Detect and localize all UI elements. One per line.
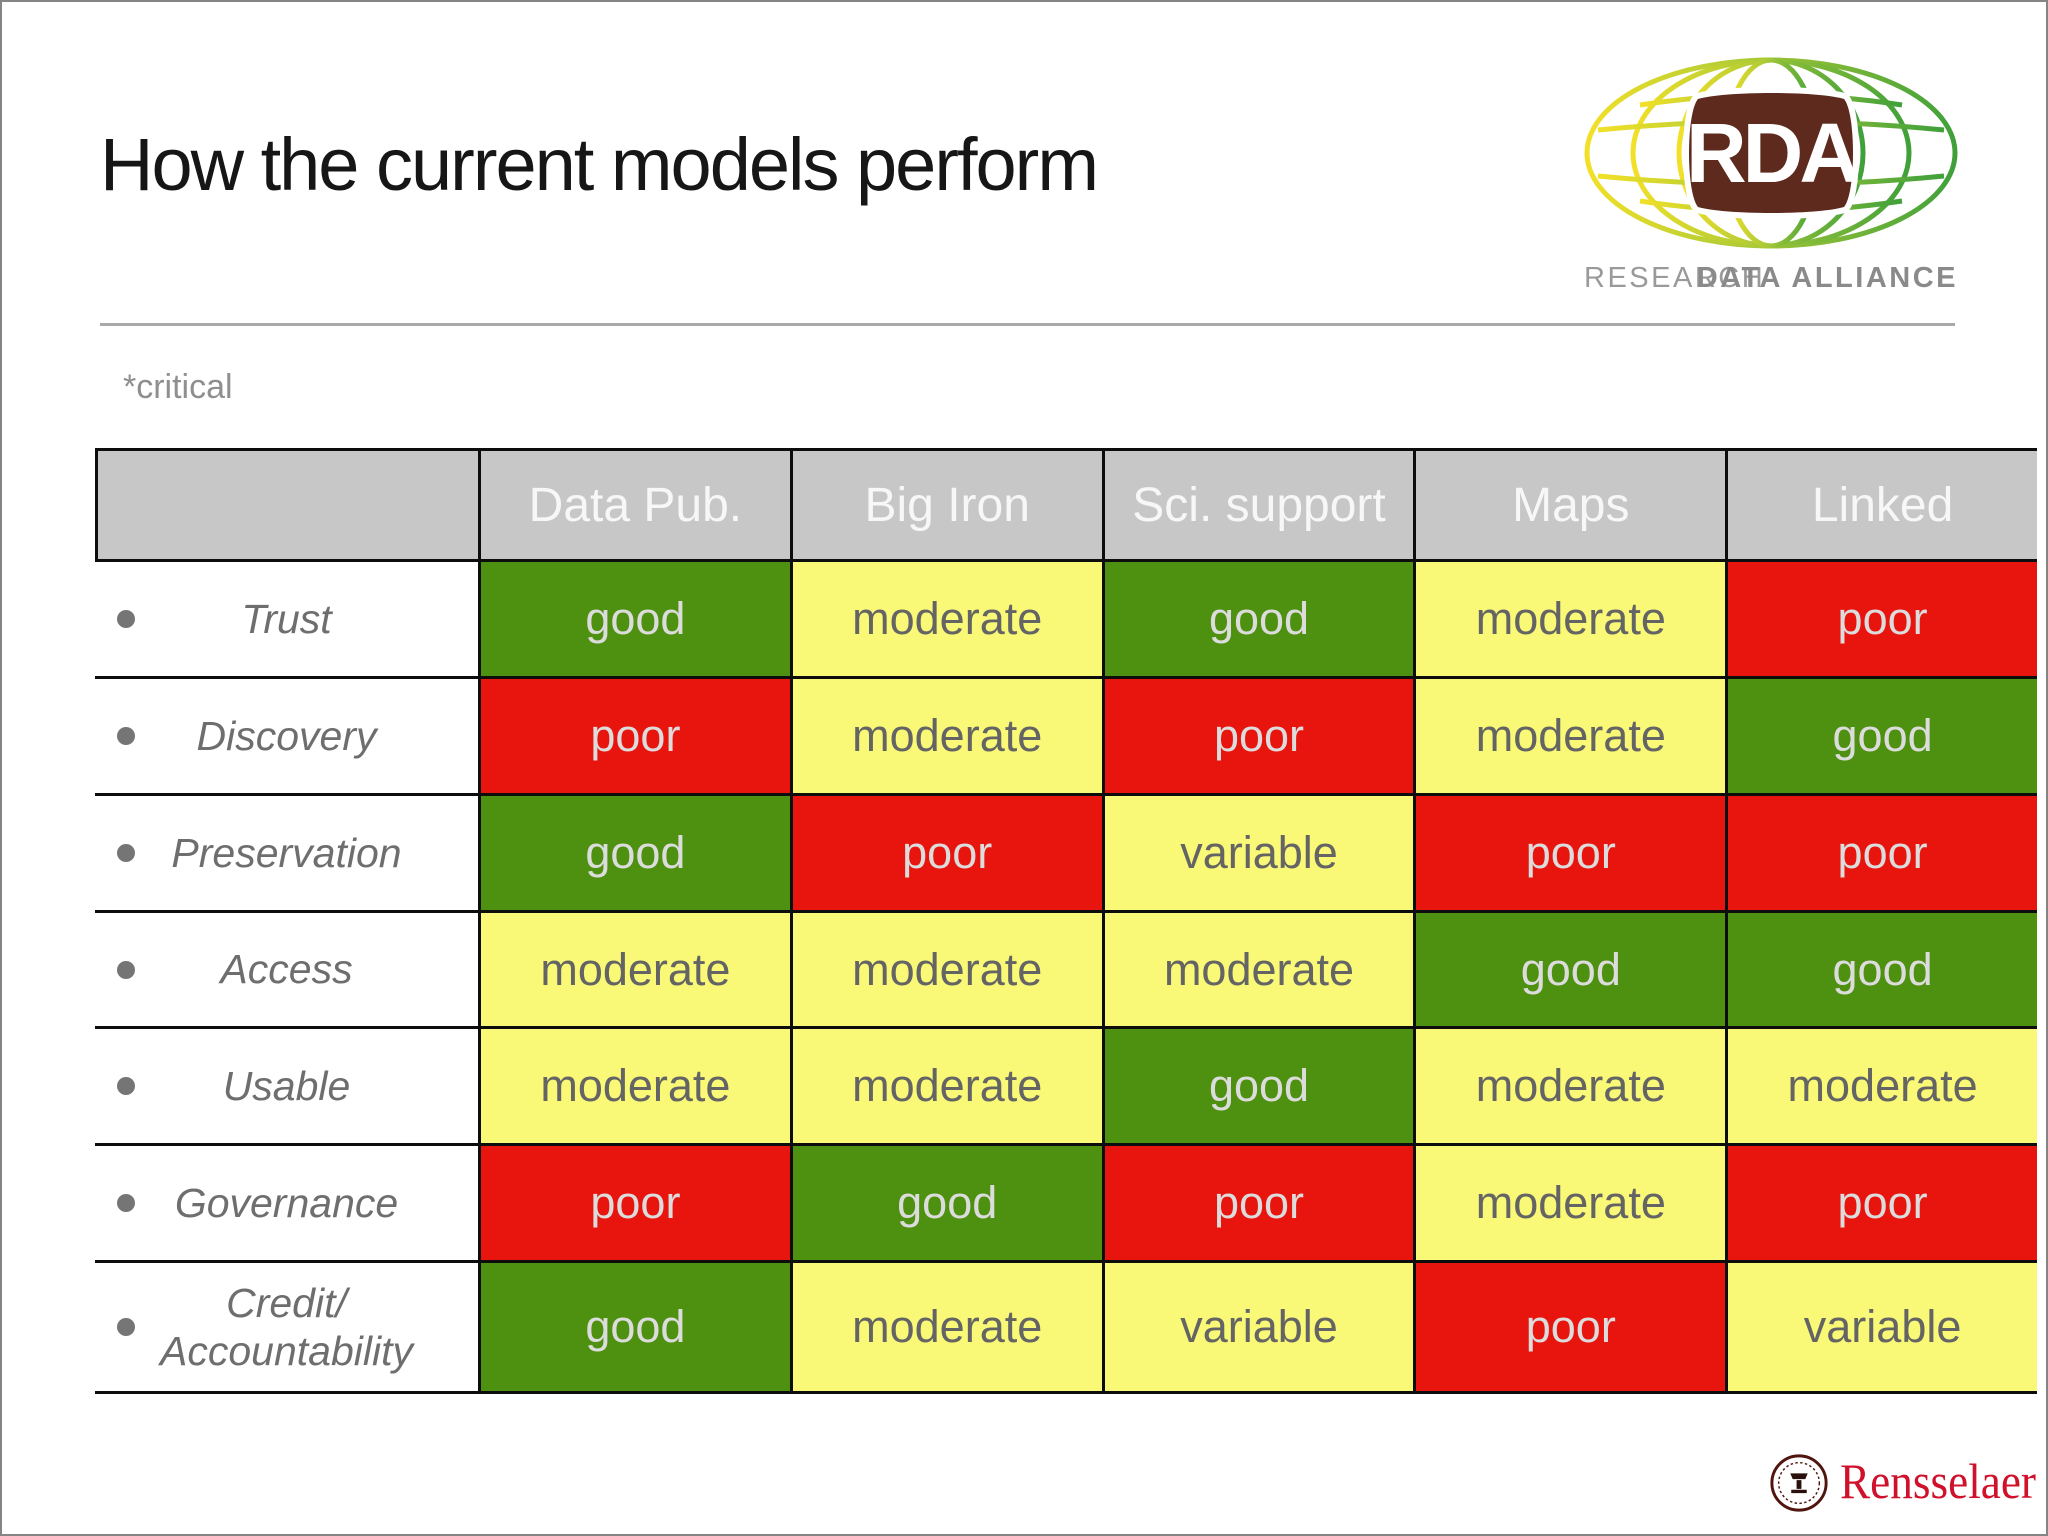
table-corner-cell: [95, 451, 478, 559]
rda-acronym: RDA: [1686, 106, 1858, 200]
criterion-label: Usable: [222, 1062, 351, 1109]
rating-cell: good: [478, 1260, 790, 1391]
rensselaer-logo: Rensselaer: [1768, 1452, 2040, 1514]
rating-cell: poor: [1725, 559, 2037, 676]
title-divider: [100, 323, 1955, 326]
bullet-icon: [117, 1077, 135, 1095]
rating-cell: good: [1413, 910, 1726, 1026]
rating-cell: moderate: [1413, 1143, 1726, 1260]
rating-cell: poor: [1413, 793, 1726, 910]
page-title: How the current models perform: [100, 123, 1099, 206]
rating-cell: variable: [1101, 793, 1414, 910]
criterion-cell: Credit/ Accountability: [95, 1260, 478, 1391]
rating-cell: poor: [1101, 1143, 1414, 1260]
rda-caption-research: RESEARCH: [1584, 262, 1765, 294]
criterion-cell: Governance: [95, 1143, 478, 1260]
criterion-label: Discovery: [196, 712, 377, 759]
header-cell: Maps: [1413, 451, 1726, 559]
rda-logo: RDA RESEARCH DATA ALLIANCE: [1584, 57, 1958, 294]
bullet-icon: [117, 610, 135, 628]
rating-cell: moderate: [789, 559, 1102, 676]
performance-table: Data Pub. Big Iron Sci. support Maps Linked T…: [95, 448, 2037, 1394]
header-cell: Data Pub.: [478, 451, 790, 559]
criterion-cell: Access: [95, 910, 478, 1026]
rating-cell: moderate: [1101, 910, 1414, 1026]
bullet-icon: [117, 960, 135, 979]
criterion-label: Trust: [241, 595, 332, 642]
criterion-cell: Usable: [95, 1026, 478, 1143]
rating-cell: poor: [1413, 1260, 1726, 1391]
criterion-cell: Trust: [95, 559, 478, 676]
rating-cell: moderate: [478, 1026, 790, 1143]
rating-cell: good: [1101, 1026, 1414, 1143]
rating-cell: poor: [478, 676, 790, 793]
rating-cell: variable: [1725, 1260, 2037, 1391]
rating-cell: poor: [789, 793, 1102, 910]
rating-cell: poor: [1101, 676, 1414, 793]
rensselaer-seal-icon: [1770, 1454, 1828, 1512]
bullet-icon: [117, 727, 135, 745]
svg-text:Rensselaer: Rensselaer: [1840, 1453, 2036, 1509]
rating-cell: good: [789, 1143, 1102, 1260]
rating-cell: moderate: [789, 910, 1102, 1026]
header-cell: Linked: [1725, 451, 2037, 559]
header-cell: Big Iron: [789, 451, 1102, 559]
rating-cell: good: [478, 793, 790, 910]
criterion-label: Preservation: [171, 829, 402, 876]
rating-cell: good: [1725, 910, 2037, 1026]
rating-cell: poor: [1725, 793, 2037, 910]
rating-cell: moderate: [478, 910, 790, 1026]
rating-cell: poor: [478, 1143, 790, 1260]
rating-cell: moderate: [1725, 1026, 2037, 1143]
criterion-cell: Discovery: [95, 676, 478, 793]
bullet-icon: [117, 844, 135, 862]
criterion-label: Credit/ Accountability: [160, 1279, 413, 1374]
rating-cell: good: [478, 559, 790, 676]
rating-cell: moderate: [789, 1260, 1102, 1391]
rda-badge: [1683, 87, 1859, 219]
rating-cell: moderate: [1413, 1026, 1726, 1143]
criterion-label: Governance: [174, 1179, 399, 1226]
rating-cell: moderate: [789, 1026, 1102, 1143]
header-cell: Sci. support: [1101, 451, 1414, 559]
rating-cell: moderate: [1413, 676, 1726, 793]
rating-cell: good: [1725, 676, 2037, 793]
critical-note: *critical: [123, 368, 233, 406]
rating-cell: variable: [1101, 1260, 1414, 1391]
rating-cell: poor: [1725, 1143, 2037, 1260]
rating-cell: good: [1101, 559, 1414, 676]
criterion-cell: Preservation: [95, 793, 478, 910]
rda-caption-data-alliance: DATA ALLIANCE: [1697, 262, 1958, 294]
rating-cell: moderate: [789, 676, 1102, 793]
bullet-icon: [117, 1318, 135, 1336]
bullet-icon: [117, 1194, 135, 1212]
criterion-label: Access: [220, 946, 353, 993]
rensselaer-wordmark: Rensselaer: [1840, 1453, 2036, 1509]
rating-cell: moderate: [1413, 559, 1726, 676]
